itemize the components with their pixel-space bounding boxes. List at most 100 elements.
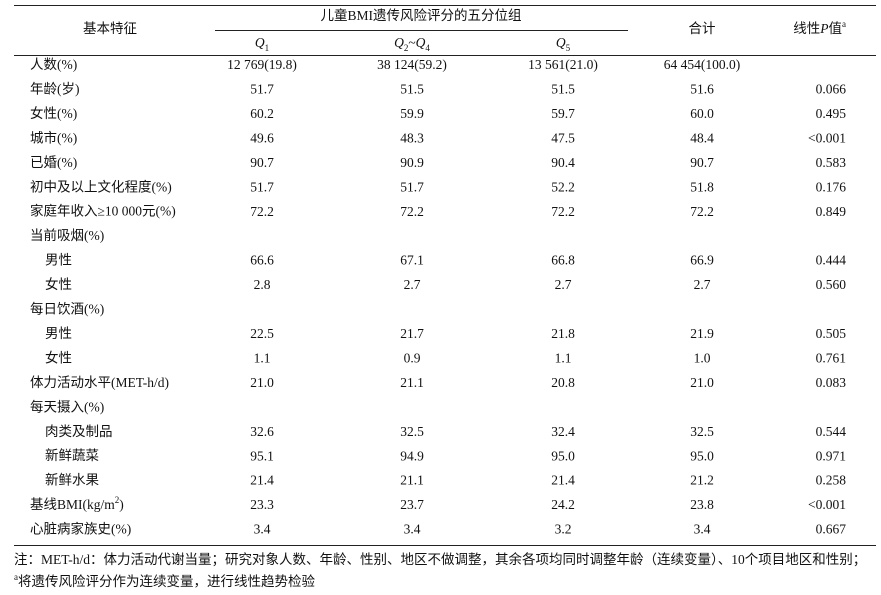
cell: 21.0	[690, 375, 714, 390]
cell: 72.2	[551, 204, 575, 219]
row-label: 家庭年收入≥10 000元(%)	[30, 203, 176, 219]
cell: 21.4	[551, 473, 575, 488]
row-label: 每天摄入(%)	[30, 399, 104, 414]
cell: <0.001	[808, 130, 846, 145]
footnote: 注：MET-h/d：体力活动代谢当量；研究对象人数、年龄、性别、地区不做调整，其…	[14, 551, 866, 568]
row-label: 体力活动水平(MET-h/d)	[30, 375, 169, 390]
cell: 72.2	[690, 204, 714, 219]
cell: 47.5	[551, 130, 575, 145]
cell: 0.505	[816, 326, 847, 341]
row-label: 城市(%)	[30, 129, 77, 145]
row-label-part: 女性	[45, 276, 72, 292]
row-label-part: 女性	[45, 349, 72, 365]
cell: 0.066	[816, 82, 847, 97]
cell: 95.0	[551, 448, 575, 463]
header-p-value-part: 线性	[793, 21, 820, 36]
cell: 48.4	[690, 130, 714, 145]
footnote: a将遗传风险评分作为连续变量，进行线性趋势检验	[14, 572, 315, 589]
header-total: 合计	[689, 21, 716, 36]
cell: 95.0	[690, 448, 714, 463]
cell: 2.7	[404, 277, 421, 292]
row-label: 年龄(岁)	[30, 82, 80, 97]
cell: 3.4	[404, 522, 421, 537]
row-label-part: 2	[115, 495, 120, 505]
cell: 0.176	[816, 179, 847, 194]
cell: 3.2	[555, 522, 572, 537]
header-quintile: Q5	[556, 35, 571, 53]
row-label: 人数(%)	[30, 57, 77, 72]
row-label: 初中及以上文化程度(%)	[30, 178, 172, 194]
cell: 0.849	[816, 204, 847, 219]
header-quintile-part: Q	[416, 35, 426, 50]
cell: 12 769(19.8)	[227, 57, 297, 72]
cell: 24.2	[551, 497, 575, 512]
cell: 32.5	[690, 424, 714, 439]
cell: 22.5	[250, 326, 274, 341]
row-label-part: 基线BMI(kg/m	[30, 496, 115, 512]
cell: 64 454(100.0)	[664, 57, 741, 72]
cell: 51.6	[690, 82, 714, 97]
row-label-part: 男性	[45, 326, 72, 341]
row-label-part: 心脏病家族史(%)	[30, 521, 131, 537]
cell: 0.495	[816, 106, 847, 121]
cell: 21.0	[250, 375, 274, 390]
cell: 90.4	[551, 155, 575, 170]
cell: 51.7	[250, 82, 274, 97]
header-quintile-part: Q	[255, 35, 265, 50]
row-label: 女性(%)	[30, 105, 77, 121]
cell: 2.8	[254, 277, 271, 292]
row-label-part: 初中及以上文化程度(%)	[30, 178, 172, 194]
row-label-part: )	[119, 497, 124, 512]
header-quintile: Q2~Q4	[394, 35, 430, 53]
cell: 23.8	[690, 497, 714, 512]
cell: 72.2	[250, 204, 274, 219]
row-label: 女性	[45, 349, 72, 365]
row-label: 心脏病家族史(%)	[30, 521, 131, 537]
header-quintile-part: 1	[265, 43, 270, 53]
footnote-part: a	[14, 572, 18, 582]
cell: 38 124(59.2)	[377, 57, 447, 72]
row-label-part: 体力活动水平(MET-h/d)	[30, 375, 169, 390]
row-label-part: 新鲜蔬菜	[45, 448, 99, 463]
cell: 0.083	[816, 375, 847, 390]
cell: 51.5	[551, 82, 575, 97]
cell: 3.4	[254, 522, 271, 537]
cell: 94.9	[400, 448, 424, 463]
row-label: 肉类及制品	[45, 424, 113, 439]
row-label-part: 城市(%)	[30, 129, 77, 145]
row-label-part: 家庭年收入≥10 000元(%)	[30, 203, 176, 219]
row-label-part: 已婚(%)	[30, 155, 77, 170]
header-quintile-part: 5	[566, 43, 571, 53]
cell: 51.5	[400, 82, 424, 97]
footnote-part: 注：MET-h/d：体力活动代谢当量；研究对象人数、年龄、性别、地区不做调整，其…	[14, 551, 866, 568]
cell: 52.2	[551, 179, 575, 194]
cell: 0.258	[816, 473, 847, 488]
cell: 21.1	[400, 375, 424, 390]
cell: 1.1	[254, 350, 271, 365]
row-label: 新鲜蔬菜	[45, 448, 99, 463]
row-label-part: 肉类及制品	[45, 424, 113, 439]
row-label: 基线BMI(kg/m2)	[30, 495, 124, 512]
cell: 21.8	[551, 326, 575, 341]
cell: 13 561(21.0)	[528, 57, 598, 72]
row-label: 新鲜水果	[45, 473, 99, 488]
row-label-part: 男性	[45, 253, 72, 268]
cell: 90.9	[400, 155, 424, 170]
cell: 0.560	[816, 277, 847, 292]
cell: 32.6	[250, 424, 274, 439]
row-label-part: 每日饮酒(%)	[30, 302, 104, 317]
cell: 0.971	[816, 448, 846, 463]
cell: 59.7	[551, 106, 575, 121]
row-label-part: 年龄(岁)	[30, 82, 80, 97]
cell: 72.2	[400, 204, 424, 219]
cell: 21.2	[690, 473, 714, 488]
cell: 51.7	[250, 179, 274, 194]
cell: 51.7	[400, 179, 424, 194]
row-label-part: 新鲜水果	[45, 473, 99, 488]
cell: 0.583	[816, 155, 847, 170]
cell: 32.5	[400, 424, 424, 439]
cell: 32.4	[551, 424, 575, 439]
header-feature: 基本特征	[83, 20, 137, 36]
cell: 23.7	[400, 497, 424, 512]
cell: 59.9	[400, 106, 424, 121]
